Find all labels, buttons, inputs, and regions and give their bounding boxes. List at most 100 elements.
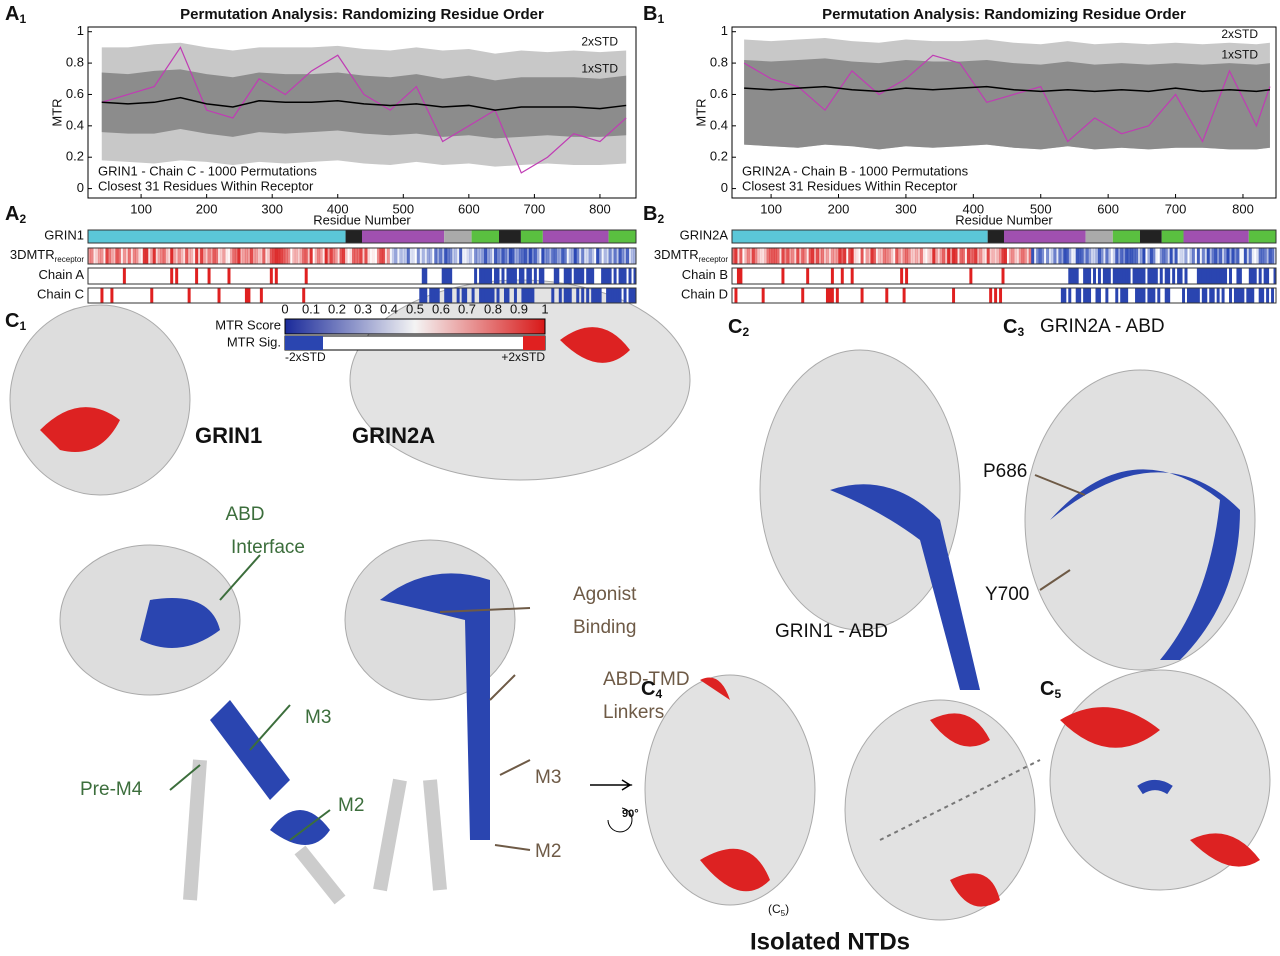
- stripe: [1135, 288, 1139, 303]
- label: Linkers: [603, 702, 664, 723]
- stripe: [272, 248, 276, 264]
- stripe: [556, 248, 560, 264]
- stripe: [1083, 268, 1087, 284]
- panel-sub: 2: [742, 325, 749, 339]
- domain-segment: [520, 230, 543, 243]
- stripe: [1085, 248, 1089, 264]
- stripe: [267, 248, 271, 264]
- stripe: [546, 248, 550, 264]
- stripe: [170, 268, 174, 284]
- stripe: [1209, 288, 1213, 303]
- stripe: [1184, 248, 1188, 264]
- stripe: [897, 248, 901, 264]
- stripe: [122, 248, 126, 264]
- stripe: [996, 248, 1000, 264]
- stripe: [611, 248, 615, 264]
- stripe: [823, 248, 827, 264]
- stripe: [1107, 268, 1111, 284]
- track-frame: [87, 287, 637, 304]
- stripe: [464, 288, 468, 303]
- stripe: [304, 268, 308, 284]
- stripe: [825, 248, 829, 264]
- stripe: [989, 288, 993, 303]
- stripe: [628, 268, 632, 284]
- stripe: [561, 248, 565, 264]
- track-text: 3DMTR: [10, 247, 55, 262]
- stripe: [843, 248, 847, 264]
- stripe: [1023, 248, 1027, 264]
- stripe: [424, 248, 428, 264]
- colorbar-tick: 0.3: [354, 301, 372, 316]
- stripe: [548, 248, 552, 264]
- stripe: [986, 248, 990, 264]
- panel-letter: C: [5, 310, 19, 332]
- stripe: [132, 248, 136, 264]
- label: M3: [305, 707, 331, 728]
- stripe: [734, 248, 738, 264]
- stripe: [875, 248, 879, 264]
- track-label: Chain A: [38, 267, 84, 282]
- stripe: [411, 248, 415, 264]
- stripe: [1125, 248, 1129, 264]
- stripe: [175, 248, 179, 264]
- domain-segment: [88, 230, 346, 243]
- stripe: [359, 248, 363, 264]
- stripe: [1167, 288, 1171, 303]
- stripe: [947, 248, 951, 264]
- stripe: [1159, 268, 1163, 284]
- stripe: [409, 248, 413, 264]
- colorbar-label: MTR Score: [215, 317, 281, 332]
- domain-segment: [1248, 230, 1276, 243]
- stripe: [1078, 288, 1082, 303]
- x-tick-label: 500: [1030, 201, 1052, 216]
- stripe: [611, 288, 615, 303]
- track-text: Chain C: [37, 287, 84, 302]
- stripe: [1001, 248, 1005, 264]
- stripe: [297, 248, 301, 264]
- stripe: [1135, 268, 1139, 284]
- panel-letter: C: [641, 678, 655, 700]
- stripe: [1125, 268, 1129, 284]
- panel-sub: 1: [19, 319, 26, 333]
- stripe: [591, 248, 595, 264]
- stripe: [732, 248, 735, 264]
- stripe: [511, 268, 515, 284]
- stripe: [195, 248, 199, 264]
- stripe: [521, 248, 525, 264]
- stripe: [838, 248, 842, 264]
- stripe: [1261, 288, 1265, 303]
- track-text: Chain B: [682, 267, 728, 282]
- stripe: [818, 248, 822, 264]
- stripe: [541, 268, 545, 284]
- panel-sub: 2: [19, 212, 26, 226]
- stripe: [608, 288, 612, 303]
- stripe: [1152, 248, 1156, 264]
- stripe: [436, 248, 440, 264]
- stripe: [396, 248, 400, 264]
- track-label: 3DMTRreceptor: [10, 247, 84, 264]
- stripe: [1216, 248, 1220, 264]
- stripe: [541, 248, 545, 264]
- stripe: [1241, 288, 1245, 303]
- stripe: [853, 248, 857, 264]
- stripe: [754, 248, 758, 264]
- stripe: [756, 248, 760, 264]
- stripe: [431, 288, 435, 303]
- stripe: [1105, 268, 1109, 284]
- domain-segment: [987, 230, 1004, 243]
- stripe: [474, 268, 478, 284]
- stripe: [964, 248, 968, 264]
- stripe: [811, 248, 815, 264]
- stripe: [890, 248, 894, 264]
- stripe: [966, 248, 970, 264]
- stripe: [907, 248, 911, 264]
- plot-frame: [731, 26, 1277, 199]
- y-tick-label: 0.2: [66, 149, 84, 164]
- stripe: [1224, 248, 1228, 264]
- stripe: [746, 248, 750, 264]
- stripe: [521, 288, 525, 303]
- stripe: [1026, 248, 1030, 264]
- stripe: [1073, 268, 1077, 284]
- domain-segment: [1085, 230, 1113, 243]
- stripe: [215, 248, 219, 264]
